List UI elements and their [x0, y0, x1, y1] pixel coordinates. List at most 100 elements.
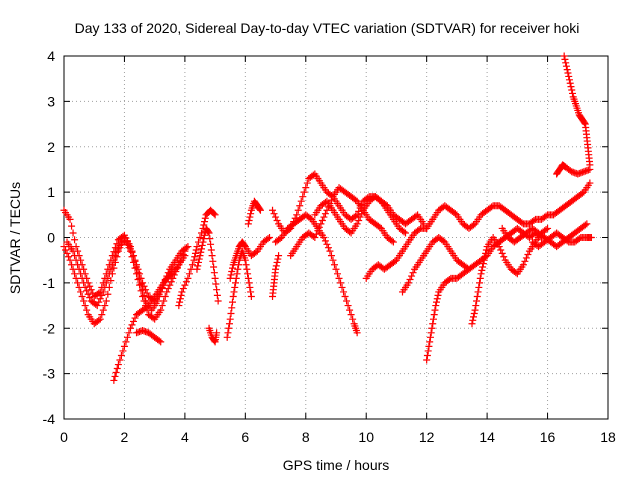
plus-mark: [213, 286, 221, 294]
plus-mark: [429, 320, 437, 328]
plus-mark: [75, 265, 83, 273]
y-tick-label: -1: [43, 275, 56, 291]
plus-mark: [211, 211, 219, 219]
x-axis-label: GPS time / hours: [283, 457, 390, 473]
plus-mark: [71, 270, 79, 278]
plus-mark: [343, 297, 351, 305]
plus-mark: [211, 274, 219, 282]
plus-mark: [86, 282, 94, 290]
plus-mark: [473, 292, 481, 300]
plus-mark: [157, 306, 165, 314]
plus-mark: [66, 215, 74, 223]
plus-mark: [296, 202, 304, 210]
plus-mark: [117, 351, 125, 359]
plus-mark: [167, 271, 175, 279]
series-sat-x: [553, 161, 594, 178]
plus-mark: [229, 292, 237, 300]
plus-mark: [163, 288, 171, 296]
plus-mark: [185, 270, 193, 278]
plus-mark: [302, 184, 310, 192]
plus-mark: [244, 270, 252, 278]
plus-mark: [228, 264, 236, 272]
plus-mark: [321, 210, 329, 218]
plus-mark: [388, 237, 396, 245]
plus-mark: [479, 263, 487, 271]
plus-mark: [482, 246, 490, 254]
plus-mark: [164, 285, 172, 293]
plus-mark: [276, 235, 284, 243]
plus-mark: [179, 285, 187, 293]
plus-mark: [210, 269, 218, 277]
plus-mark: [409, 269, 417, 277]
series-sat-p: [311, 193, 428, 237]
plus-mark: [72, 274, 80, 282]
series-sat-t: [423, 179, 594, 232]
plus-mark: [98, 291, 106, 299]
plus-mark: [498, 249, 506, 257]
plus-mark: [479, 260, 487, 268]
plus-mark: [245, 216, 253, 224]
plus-mark: [353, 220, 361, 228]
plus-mark: [247, 288, 255, 296]
plus-mark: [356, 213, 364, 221]
y-axis-label: SDTVAR / TECUs: [7, 182, 23, 294]
plus-mark: [80, 297, 88, 305]
plus-mark: [128, 248, 136, 256]
plus-mark: [327, 252, 335, 260]
plus-mark: [243, 265, 251, 273]
plus-mark: [113, 248, 121, 256]
plus-mark: [512, 269, 520, 277]
plus-mark: [562, 62, 570, 70]
plus-mark: [521, 257, 529, 265]
plus-mark: [182, 244, 190, 252]
plus-mark: [102, 279, 110, 287]
plus-mark: [241, 256, 249, 264]
plus-mark: [524, 251, 532, 259]
plus-mark: [181, 252, 189, 260]
plus-mark: [583, 220, 591, 228]
plus-mark: [210, 263, 218, 271]
plus-mark: [432, 302, 440, 310]
plus-mark: [297, 197, 305, 205]
plus-mark: [228, 268, 236, 276]
plus-mark: [272, 265, 280, 273]
plus-mark: [72, 256, 80, 264]
series-sat-j: [226, 234, 274, 282]
plus-mark: [107, 265, 115, 273]
plus-mark: [201, 218, 209, 226]
plus-mark: [74, 279, 82, 287]
plus-mark: [495, 243, 503, 251]
plus-mark: [428, 324, 436, 332]
plus-mark: [482, 249, 490, 257]
plus-mark: [275, 252, 283, 260]
plus-mark: [471, 306, 479, 314]
series-sat-l: [269, 252, 283, 300]
plus-mark: [105, 270, 113, 278]
series-sat-q: [362, 224, 431, 282]
plus-mark: [99, 288, 107, 296]
plus-mark: [125, 329, 133, 337]
plus-mark: [469, 316, 477, 324]
series-sat-n: [272, 211, 361, 337]
plus-mark: [581, 221, 589, 229]
plus-mark: [60, 243, 68, 251]
plus-mark: [346, 228, 354, 236]
plus-mark: [95, 316, 103, 324]
plus-mark: [108, 261, 116, 269]
plus-mark: [209, 257, 217, 265]
plus-mark: [426, 338, 434, 346]
plus-mark: [488, 203, 496, 211]
plus-mark: [207, 240, 215, 248]
plus-mark: [586, 179, 594, 187]
x-tick-label: 14: [479, 429, 495, 445]
plus-mark: [184, 243, 192, 251]
plus-mark: [125, 241, 133, 249]
plus-mark: [205, 229, 213, 237]
x-tick-label: 0: [60, 429, 68, 445]
plus-mark: [324, 244, 332, 252]
plus-mark: [198, 245, 206, 253]
plus-mark: [247, 292, 255, 300]
plus-mark: [198, 241, 206, 249]
plus-mark: [175, 302, 183, 310]
